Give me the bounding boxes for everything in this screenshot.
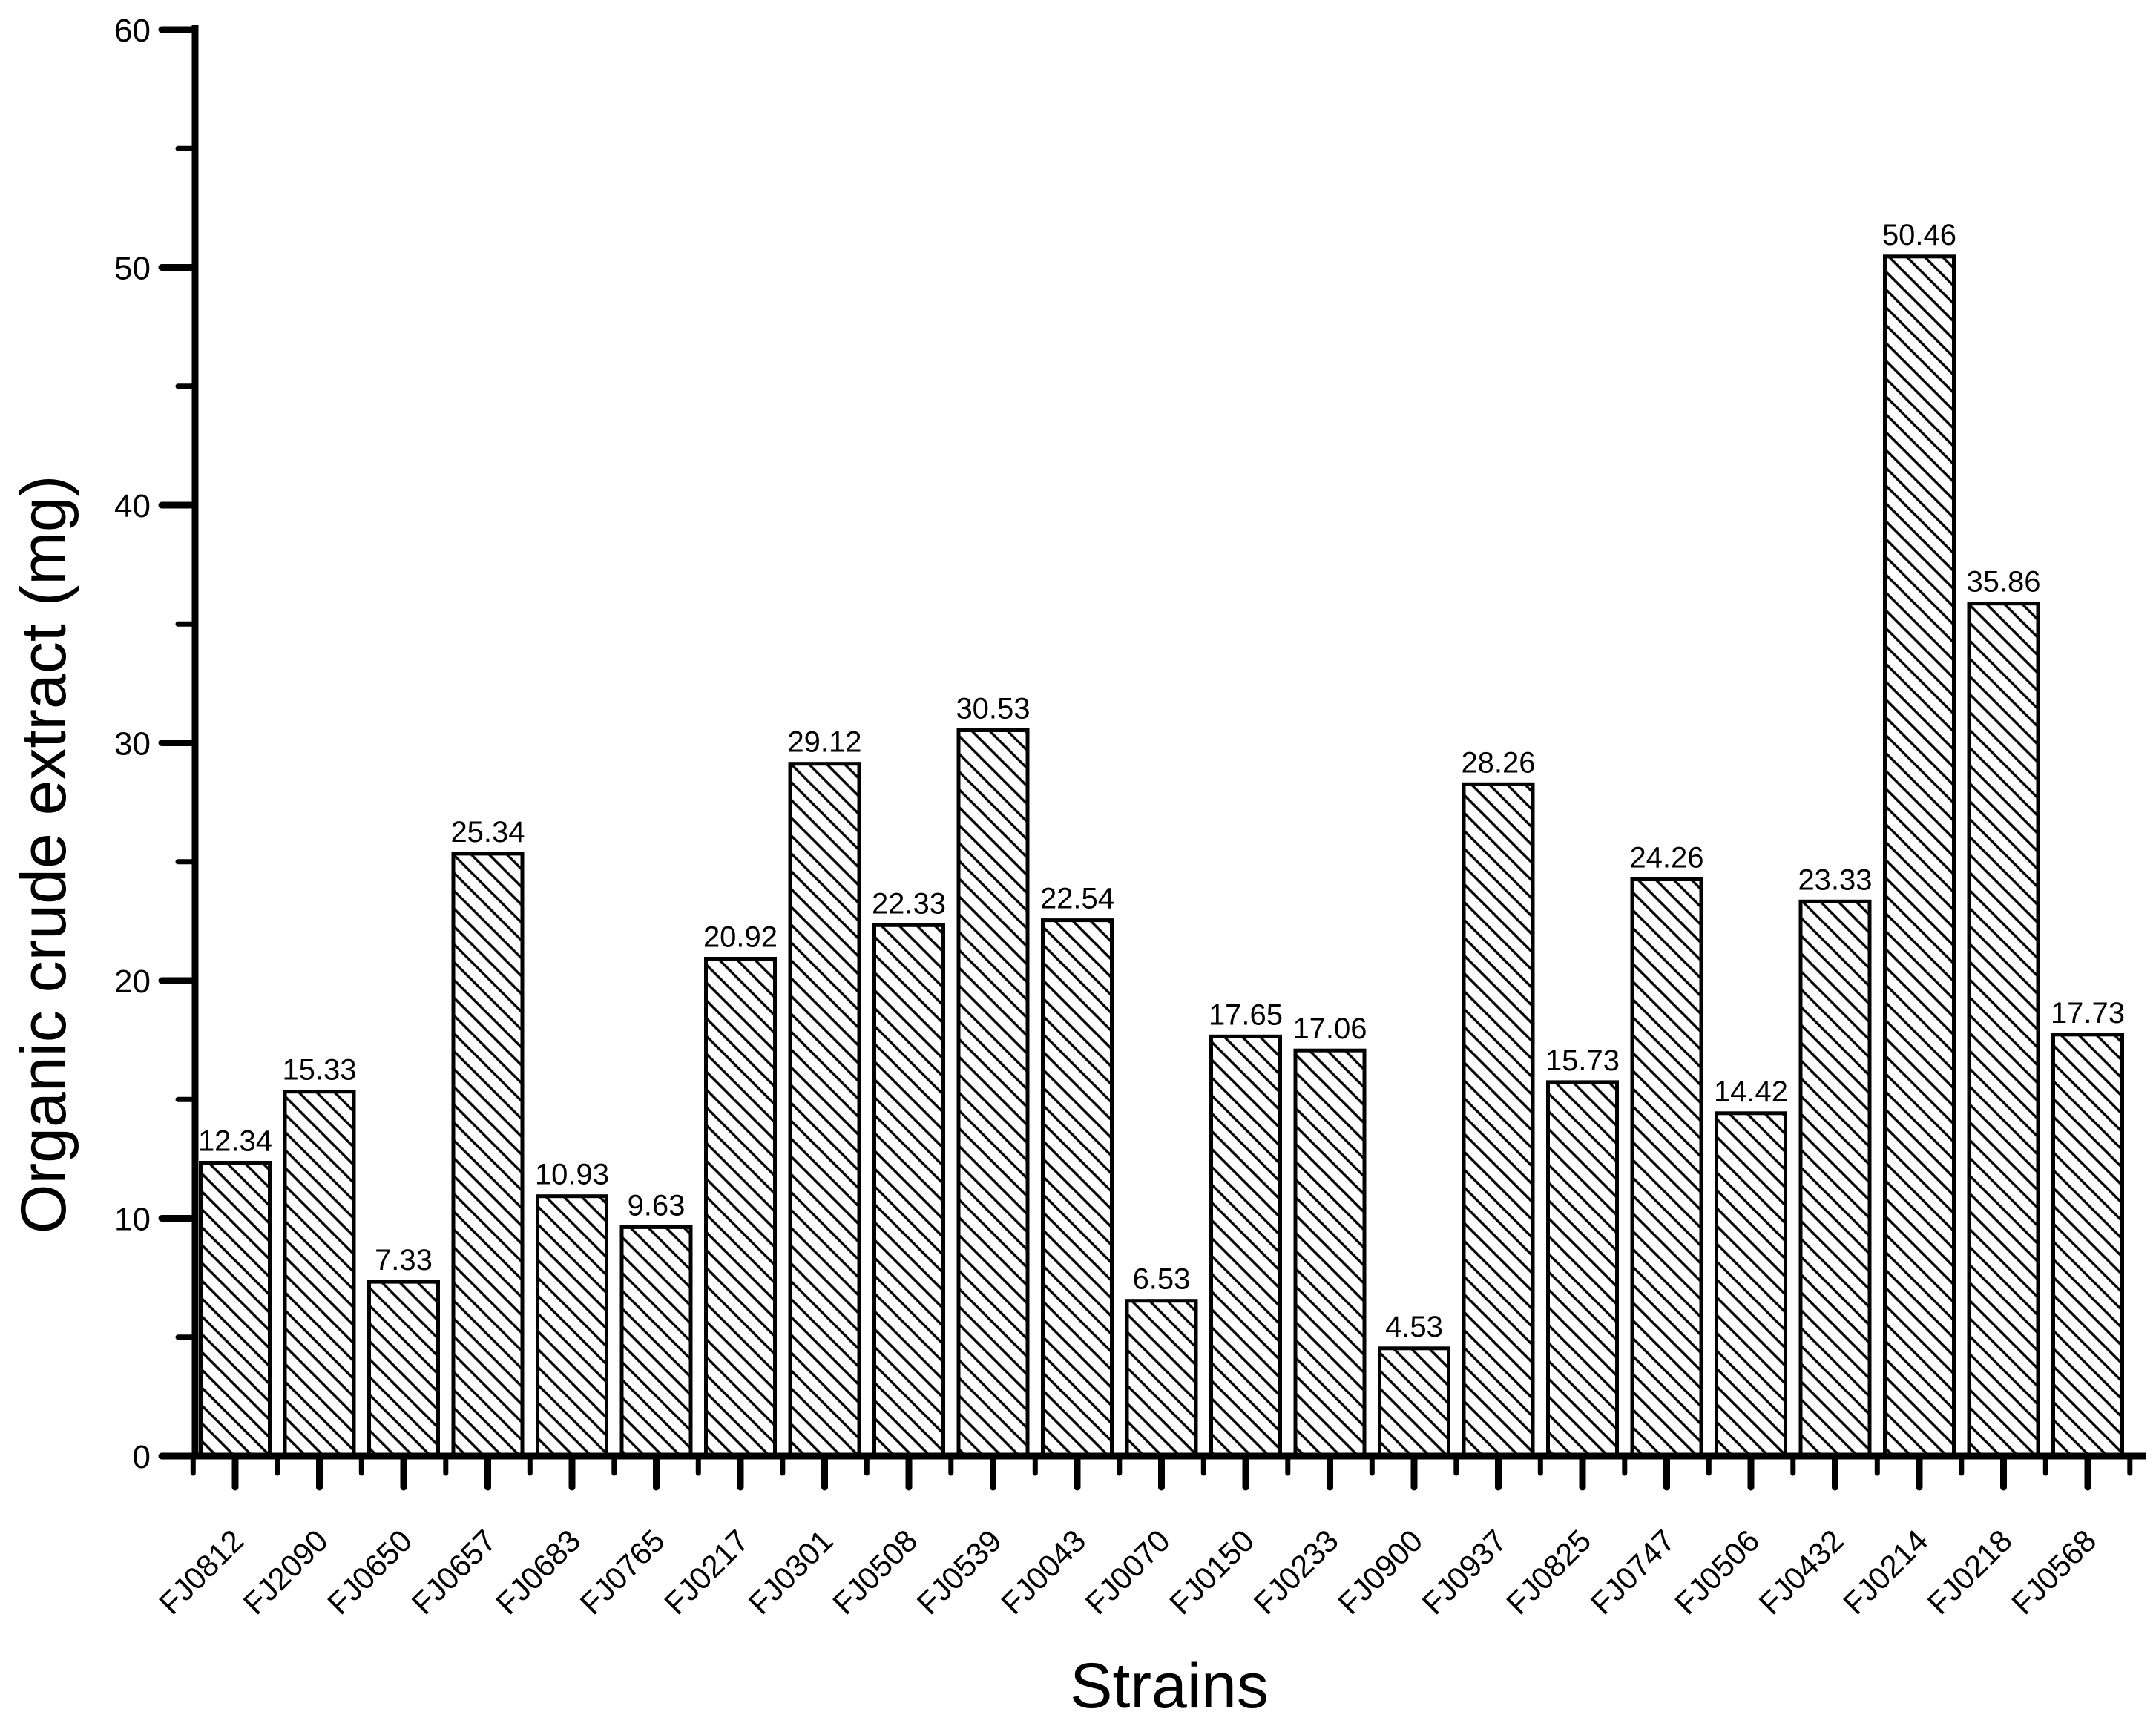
x-tick-label: FJ0218 <box>1921 1523 2019 1621</box>
bar <box>872 923 945 1458</box>
bar <box>536 1194 608 1458</box>
bar-value-label: 24.26 <box>1629 842 1703 875</box>
x-tick-label: FJ0825 <box>1499 1523 1597 1621</box>
x-tick-label: FJ0233 <box>1247 1523 1345 1621</box>
x-tick-label: FJ0650 <box>321 1523 418 1621</box>
bar-value-label: 9.63 <box>628 1189 686 1222</box>
bar <box>1125 1299 1198 1458</box>
bar-value-label: 17.73 <box>2051 997 2125 1030</box>
bar <box>367 1280 440 1458</box>
x-tick-label: FJ0568 <box>2005 1523 2103 1621</box>
x-tick-label: FJ0214 <box>1836 1523 1934 1621</box>
bar <box>1630 877 1703 1458</box>
x-tick-label: FJ0765 <box>573 1523 671 1621</box>
x-tick-label: FJ0539 <box>910 1523 1008 1621</box>
bar-value-label: 7.33 <box>375 1244 433 1277</box>
x-tick-label: FJ0301 <box>742 1523 840 1621</box>
x-tick-label: FJ2090 <box>237 1523 335 1621</box>
bar-value-label: 15.33 <box>282 1054 356 1087</box>
x-tick-label: FJ0657 <box>405 1523 503 1621</box>
y-tick-label: 50 <box>114 251 151 287</box>
bar-value-label: 15.73 <box>1545 1044 1620 1077</box>
bars-group <box>199 254 2124 1458</box>
y-axis-title: Organic crude extract (mg) <box>8 475 79 1234</box>
bar <box>788 762 861 1458</box>
x-tick-label: FJ0070 <box>1079 1523 1177 1621</box>
bar-value-label: 20.92 <box>703 921 778 954</box>
x-tick-label: FJ0150 <box>1163 1523 1261 1621</box>
bar <box>1883 254 1956 1458</box>
y-tick-label: 20 <box>114 964 151 1000</box>
x-tick-label: FJ0432 <box>1752 1523 1850 1621</box>
bar <box>1378 1346 1450 1458</box>
bar-value-label: 14.42 <box>1714 1076 1788 1108</box>
x-tick-label: FJ0900 <box>1331 1523 1429 1621</box>
bar <box>1546 1080 1619 1458</box>
bar <box>451 852 525 1458</box>
bar-value-label: 12.34 <box>198 1125 272 1158</box>
bar <box>956 728 1030 1458</box>
bar-value-label: 29.12 <box>787 726 861 759</box>
x-tick-label: FJ0747 <box>1584 1523 1682 1621</box>
bar-value-label: 50.46 <box>1882 219 1956 251</box>
bar-value-label: 28.26 <box>1461 746 1535 779</box>
bar-value-label: 17.65 <box>1209 998 1283 1031</box>
bar <box>199 1161 272 1458</box>
x-axis-title: Strains <box>1070 1650 1269 1722</box>
bar-value-label: 10.93 <box>535 1159 609 1191</box>
x-tick-label: FJ0683 <box>489 1523 587 1621</box>
y-tick-label: 0 <box>133 1439 151 1475</box>
bar <box>1715 1111 1787 1458</box>
x-tick-label: FJ0508 <box>826 1523 924 1621</box>
x-tick-label: FJ0217 <box>657 1523 755 1621</box>
bar-value-label: 6.53 <box>1133 1263 1191 1296</box>
y-tick-label: 40 <box>114 488 151 524</box>
bar-value-label: 4.53 <box>1385 1311 1443 1343</box>
bar-value-label: 30.53 <box>956 693 1030 725</box>
x-tick-label: FJ0506 <box>1668 1523 1766 1621</box>
y-tick-label: 10 <box>114 1202 151 1238</box>
x-tick-label: FJ0812 <box>152 1523 250 1621</box>
bar <box>1209 1034 1282 1458</box>
bar-value-label: 17.06 <box>1292 1012 1367 1045</box>
bar <box>1293 1048 1367 1458</box>
y-tick-label: 30 <box>114 726 151 763</box>
bar-value-label: 22.33 <box>872 887 946 920</box>
bar <box>2051 1033 2124 1458</box>
bar <box>1967 602 2040 1458</box>
x-tick-label: FJ0937 <box>1416 1523 1514 1621</box>
x-tick-label: FJ0043 <box>994 1523 1092 1621</box>
bar-value-label: 22.54 <box>1040 883 1114 915</box>
bar <box>1798 899 1872 1458</box>
bar-value-label: 23.33 <box>1798 863 1872 896</box>
bar-value-label: 35.86 <box>1966 566 2040 599</box>
y-tick-label: 60 <box>114 13 151 49</box>
bar-value-label: 25.34 <box>450 816 525 849</box>
bar <box>704 957 777 1458</box>
bar <box>1041 918 1114 1458</box>
bar <box>283 1090 356 1458</box>
bar <box>1462 782 1535 1458</box>
bar <box>619 1225 693 1458</box>
axes-group <box>191 25 2146 1460</box>
